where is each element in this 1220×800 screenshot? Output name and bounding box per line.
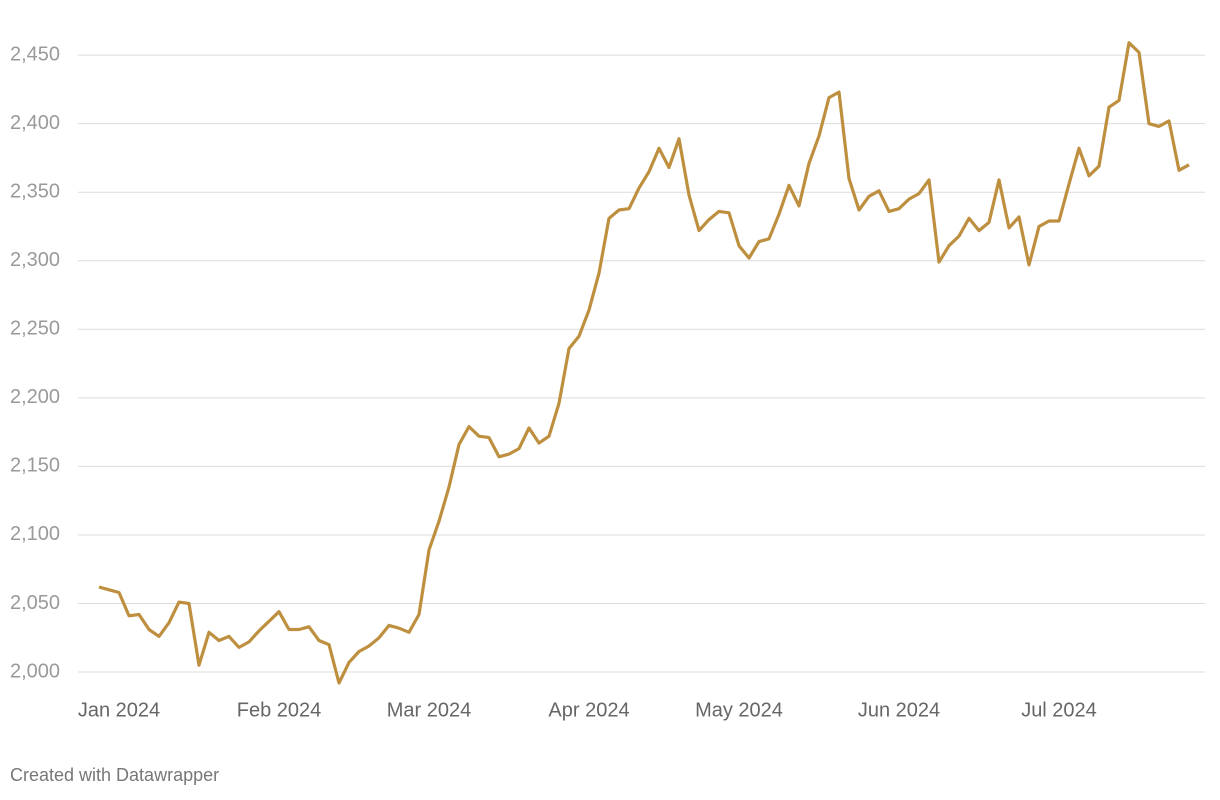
x-tick-label: Jul 2024 bbox=[1021, 699, 1097, 721]
x-tick-label: Jun 2024 bbox=[858, 699, 940, 721]
credit: Created with Datawrapper bbox=[10, 765, 219, 785]
price-line bbox=[98, 41, 1190, 685]
x-tick-label: Apr 2024 bbox=[548, 699, 629, 721]
y-tick-label: 2,350 bbox=[10, 180, 60, 202]
y-tick-label: 2,100 bbox=[10, 523, 60, 545]
y-tick-label: 2,450 bbox=[10, 43, 60, 65]
y-tick-label: 2,050 bbox=[10, 592, 60, 614]
y-tick-label: 2,300 bbox=[10, 249, 60, 271]
y-tick-label: 2,000 bbox=[10, 660, 60, 682]
y-tick-label: 2,400 bbox=[10, 112, 60, 134]
y-tick-label: 2,250 bbox=[10, 318, 60, 340]
x-tick-label: Feb 2024 bbox=[237, 699, 322, 721]
x-tick-label: Mar 2024 bbox=[387, 699, 472, 721]
x-tick-label: Jan 2024 bbox=[78, 699, 160, 721]
y-tick-label: 2,200 bbox=[10, 386, 60, 408]
y-tick-label: 2,150 bbox=[10, 455, 60, 477]
x-tick-label: May 2024 bbox=[695, 699, 783, 721]
